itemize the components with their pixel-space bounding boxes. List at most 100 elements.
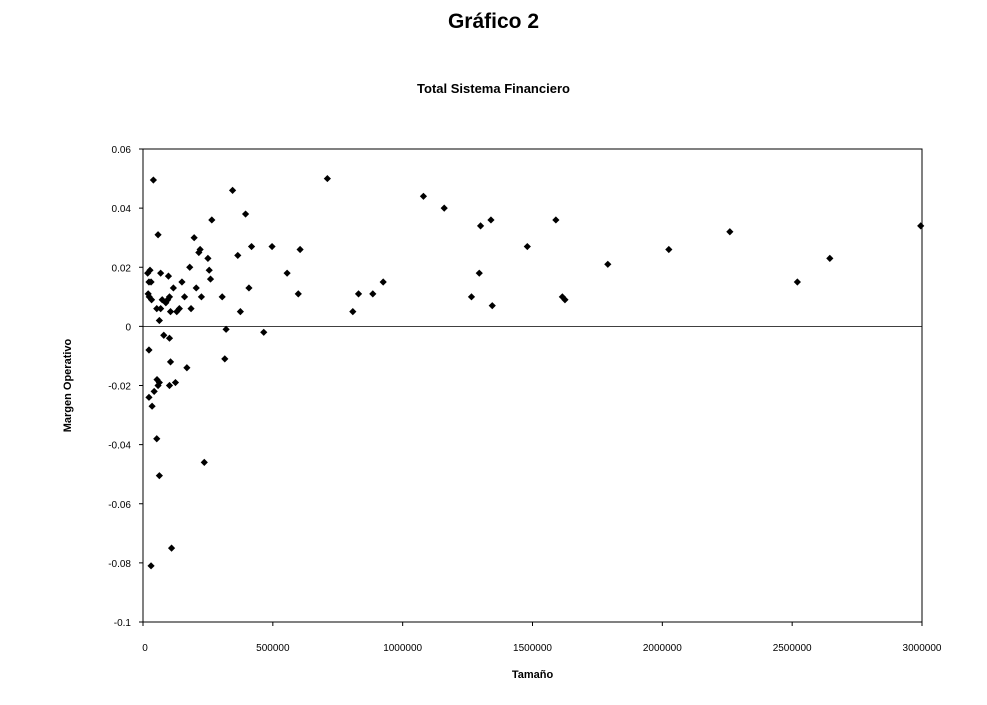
data-point bbox=[197, 293, 206, 301]
data-point bbox=[917, 222, 925, 230]
data-point bbox=[153, 375, 161, 384]
data-point bbox=[186, 263, 194, 271]
x-tick-label: 1500000 bbox=[513, 643, 552, 654]
data-point bbox=[296, 245, 304, 254]
figure-title: Gráfico 2 bbox=[447, 10, 540, 33]
data-point bbox=[561, 296, 569, 304]
data-point bbox=[155, 472, 163, 480]
y-axis-label: Margen Operativo bbox=[62, 338, 74, 432]
data-point bbox=[228, 186, 237, 194]
data-point bbox=[175, 305, 183, 313]
data-point bbox=[793, 278, 801, 286]
data-point bbox=[180, 293, 189, 301]
y-tick-label: -0.02 bbox=[108, 382, 131, 393]
x-axis-label: Tamaño bbox=[512, 669, 554, 681]
data-point bbox=[205, 266, 213, 274]
data-point bbox=[145, 346, 153, 354]
data-point bbox=[323, 174, 331, 183]
y-tick-label: 0.06 bbox=[112, 145, 132, 156]
data-point bbox=[157, 269, 165, 277]
data-point bbox=[245, 284, 253, 292]
data-point bbox=[206, 275, 215, 283]
data-point bbox=[236, 307, 244, 316]
data-point bbox=[523, 242, 531, 251]
data-point bbox=[283, 269, 291, 277]
data-point bbox=[208, 216, 216, 224]
data-point bbox=[354, 290, 363, 298]
data-point bbox=[171, 378, 180, 387]
data-point bbox=[178, 278, 186, 286]
x-tick-label: 1000000 bbox=[383, 643, 422, 654]
data-point bbox=[196, 245, 204, 254]
data-point bbox=[169, 284, 177, 292]
x-tick-label: 2000000 bbox=[643, 643, 682, 654]
data-point bbox=[379, 278, 387, 286]
data-point bbox=[147, 278, 155, 286]
data-point bbox=[440, 204, 448, 212]
data-point bbox=[200, 458, 208, 466]
data-point bbox=[190, 234, 198, 242]
data-point bbox=[148, 402, 156, 410]
data-point bbox=[218, 293, 226, 301]
data-point bbox=[166, 358, 175, 366]
y-tick-label: 0.04 bbox=[112, 204, 132, 215]
data-point bbox=[157, 305, 165, 313]
data-point bbox=[826, 254, 834, 262]
data-point bbox=[222, 325, 230, 333]
data-point bbox=[147, 562, 155, 570]
data-point bbox=[165, 334, 174, 342]
data-point bbox=[183, 364, 191, 372]
data-point bbox=[153, 305, 161, 313]
data-point bbox=[294, 290, 302, 298]
data-point bbox=[475, 269, 483, 277]
x-axis-ticks: 0 500000 1000000 1500000 2000000 2500000 30000… bbox=[142, 622, 942, 654]
data-point bbox=[204, 254, 212, 262]
data-point bbox=[604, 260, 612, 268]
data-point bbox=[665, 245, 673, 254]
data-point bbox=[165, 381, 174, 390]
x-tick-label: 3000000 bbox=[903, 643, 942, 654]
data-point bbox=[147, 296, 156, 304]
data-point bbox=[146, 266, 154, 274]
data-point bbox=[221, 355, 229, 363]
y-tick-label: -0.04 bbox=[108, 441, 131, 452]
data-point bbox=[467, 293, 476, 301]
data-point bbox=[155, 316, 163, 325]
y-axis-ticks: -0.1 -0.08 -0.06 -0.04 -0.02 0 0.02 0.04 0.06 bbox=[108, 145, 143, 629]
data-point bbox=[160, 331, 168, 339]
data-point bbox=[162, 299, 170, 307]
x-tick-label: 2500000 bbox=[773, 643, 812, 654]
y-tick-label: 0.02 bbox=[112, 263, 132, 274]
data-point bbox=[476, 222, 485, 230]
plot-area-frame bbox=[142, 148, 923, 623]
data-point bbox=[153, 435, 161, 443]
data-point bbox=[369, 290, 377, 298]
data-point bbox=[187, 305, 195, 313]
data-point bbox=[145, 393, 153, 401]
x-tick-label: 500000 bbox=[256, 643, 290, 654]
data-point bbox=[247, 242, 256, 251]
data-point bbox=[154, 231, 162, 239]
data-point bbox=[158, 296, 166, 304]
data-point bbox=[149, 176, 157, 184]
data-point bbox=[192, 284, 200, 292]
y-tick-label: -0.06 bbox=[108, 500, 131, 511]
y-tick-label: -0.1 bbox=[114, 618, 132, 629]
data-point bbox=[234, 251, 242, 260]
data-point bbox=[155, 378, 163, 387]
data-point bbox=[260, 328, 268, 336]
data-point bbox=[419, 192, 428, 200]
data-point bbox=[144, 269, 152, 277]
data-point bbox=[166, 307, 175, 316]
data-point bbox=[150, 387, 158, 396]
data-point bbox=[726, 228, 734, 236]
y-tick-label: 0 bbox=[125, 322, 131, 333]
data-point bbox=[164, 272, 173, 280]
data-point bbox=[165, 293, 174, 301]
data-point bbox=[268, 242, 276, 251]
data-point bbox=[241, 210, 250, 218]
data-point bbox=[487, 216, 495, 224]
data-point bbox=[349, 307, 357, 316]
data-point bbox=[488, 302, 496, 310]
